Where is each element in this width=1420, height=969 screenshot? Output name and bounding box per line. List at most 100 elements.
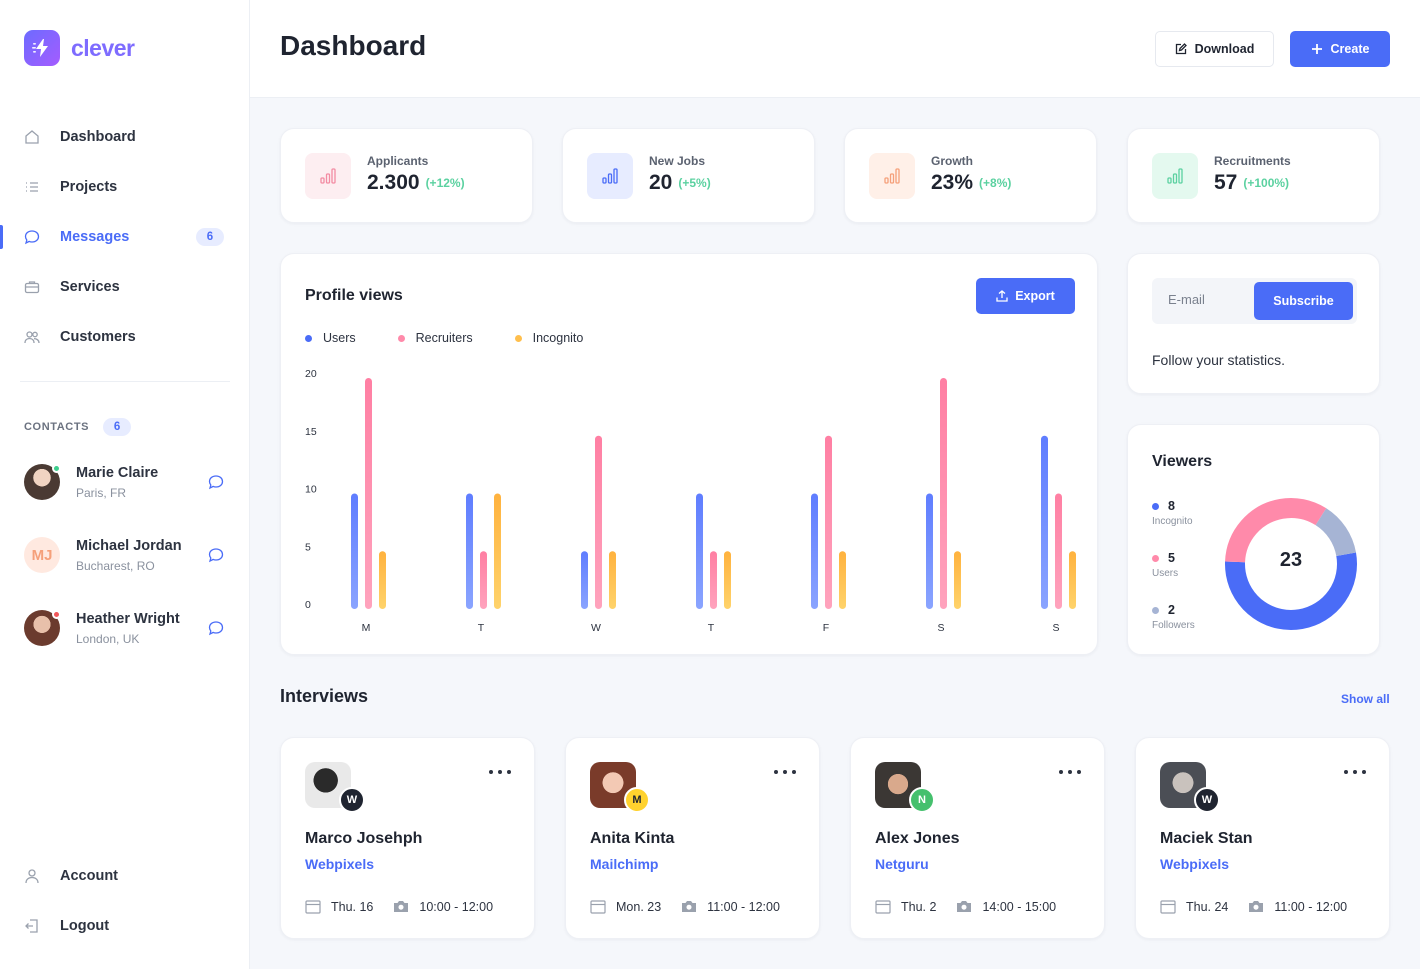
contact-item[interactable]: Heather Wright London, UK <box>24 608 224 648</box>
viewers-donut-chart <box>1225 498 1357 630</box>
more-options-icon[interactable] <box>489 764 511 780</box>
interview-card[interactable]: W Marco Josehph Webpixels Thu. 16 10:00 … <box>280 737 535 939</box>
bar-users[interactable] <box>581 551 588 609</box>
contact-item[interactable]: MJ Michael Jordan Bucharest, RO <box>24 535 224 575</box>
legend-item-incognito[interactable]: Incognito <box>514 331 583 345</box>
company-logo-icon: N <box>909 787 935 813</box>
sidebar-item-projects[interactable]: Projects <box>0 162 250 212</box>
bar-recruiters[interactable] <box>595 435 602 609</box>
sidebar-item-label: Services <box>60 279 120 295</box>
sidebar-item-account[interactable]: Account <box>0 851 250 901</box>
legend-dot <box>305 334 312 342</box>
contact-location: London, UK <box>76 631 140 646</box>
bar-users[interactable] <box>811 493 818 610</box>
y-tick-label: 10 <box>305 484 317 496</box>
sidebar-item-services[interactable]: Services <box>0 262 250 312</box>
bar-users[interactable] <box>1041 435 1048 609</box>
camera-icon <box>394 901 409 912</box>
bar-recruiters[interactable] <box>710 551 717 609</box>
bar-users[interactable] <box>351 493 358 610</box>
stat-label: Applicants <box>367 154 429 168</box>
calendar-icon <box>305 900 321 914</box>
bar-incognito[interactable] <box>724 551 731 609</box>
bar-incognito[interactable] <box>609 551 616 609</box>
briefcase-icon <box>24 279 40 295</box>
sidebar-item-label: Projects <box>60 179 118 195</box>
bar-users[interactable] <box>696 493 703 610</box>
contact-location: Paris, FR <box>76 485 127 500</box>
bar-incognito[interactable] <box>379 551 386 609</box>
brand-name: clever <box>71 34 135 61</box>
chat-icon[interactable] <box>208 474 224 495</box>
interview-card[interactable]: W Maciek Stan Webpixels Thu. 24 11:00 - … <box>1135 737 1390 939</box>
sidebar-item-dashboard[interactable]: Dashboard <box>0 112 250 162</box>
interview-card[interactable]: M Anita Kinta Mailchimp Mon. 23 11:00 - … <box>565 737 820 939</box>
company-logo-icon: W <box>1194 787 1220 813</box>
company-link[interactable]: Webpixels <box>1160 856 1229 872</box>
sidebar-item-customers[interactable]: Customers <box>0 312 250 362</box>
viewers-total: 23 <box>1279 549 1303 571</box>
viewers-value: 5 <box>1168 551 1175 565</box>
legend-item-recruiters[interactable]: Recruiters <box>397 331 473 345</box>
company-link[interactable]: Mailchimp <box>590 856 659 872</box>
bar-incognito[interactable] <box>954 551 961 609</box>
avatar <box>24 610 61 646</box>
bar-recruiters[interactable] <box>940 378 947 609</box>
interviewee-name: Alex Jones <box>875 830 960 847</box>
bar-recruiters[interactable] <box>480 551 487 609</box>
bar-recruiters[interactable] <box>365 378 372 609</box>
chart-legend: Users Recruiters Incognito <box>305 331 625 345</box>
export-button-label: Export <box>1015 289 1055 303</box>
profile-views-card: Profile views Export Users Recruiters In… <box>280 253 1098 655</box>
email-input[interactable]: E-mail <box>1168 292 1205 307</box>
bar-incognito[interactable] <box>839 551 846 609</box>
more-options-icon[interactable] <box>1344 764 1366 780</box>
stat-delta: (+5%) <box>678 176 711 190</box>
interview-time: 10:00 - 12:00 <box>419 899 494 914</box>
chat-icon[interactable] <box>208 547 224 568</box>
stat-value: 2.300 <box>367 171 420 194</box>
create-button[interactable]: Create <box>1290 31 1390 67</box>
brand-logo[interactable]: clever <box>24 30 135 66</box>
donut-segment-users[interactable] <box>1225 498 1357 630</box>
sidebar-item-logout[interactable]: Logout <box>0 901 250 951</box>
viewers-label: Users <box>1152 568 1179 579</box>
company-link[interactable]: Webpixels <box>305 856 374 872</box>
contact-item[interactable]: Marie Claire Paris, FR <box>24 462 224 502</box>
bar-incognito[interactable] <box>494 493 501 610</box>
stat-value-row: 2.300 (+12%) <box>367 171 465 195</box>
bar-recruiters[interactable] <box>1055 493 1062 610</box>
download-button[interactable]: Download <box>1155 31 1274 67</box>
donut-segment-incognito[interactable] <box>1225 498 1357 630</box>
bar-incognito[interactable] <box>1069 551 1076 609</box>
sidebar-item-messages[interactable]: Messages 6 <box>0 212 250 262</box>
interview-meta: Thu. 2 14:00 - 15:00 <box>875 899 1056 914</box>
company-link[interactable]: Netguru <box>875 856 929 872</box>
interview-time: 11:00 - 12:00 <box>707 899 780 914</box>
bar-chart-icon <box>587 153 633 199</box>
stat-delta: (+8%) <box>979 176 1012 190</box>
bar-users[interactable] <box>926 493 933 610</box>
sidebar-divider <box>20 381 230 382</box>
more-options-icon[interactable] <box>774 764 796 780</box>
legend-item-users[interactable]: Users <box>305 331 356 345</box>
interview-card[interactable]: N Alex Jones Netguru Thu. 2 14:00 - 15:0… <box>850 737 1105 939</box>
stat-card-new-jobs: New Jobs 20 (+5%) <box>562 128 815 223</box>
interviewee-name: Anita Kinta <box>590 830 675 847</box>
stat-label: New Jobs <box>649 154 706 168</box>
contact-name: Marie Claire <box>76 464 159 481</box>
stat-label: Growth <box>931 154 973 168</box>
avatar: MJ <box>24 537 60 573</box>
bar-users[interactable] <box>466 493 473 610</box>
subscribe-button[interactable]: Subscribe <box>1254 282 1353 320</box>
legend-dot <box>1152 554 1159 562</box>
more-options-icon[interactable] <box>1059 764 1081 780</box>
chart-title: Profile views <box>305 287 403 304</box>
show-all-link[interactable]: Show all <box>1341 692 1390 706</box>
bar-recruiters[interactable] <box>825 435 832 609</box>
download-button-label: Download <box>1194 42 1255 56</box>
interviewee-name: Marco Josehph <box>305 830 423 847</box>
export-button[interactable]: Export <box>976 278 1075 314</box>
chat-icon[interactable] <box>208 620 224 641</box>
calendar-icon <box>590 900 606 914</box>
